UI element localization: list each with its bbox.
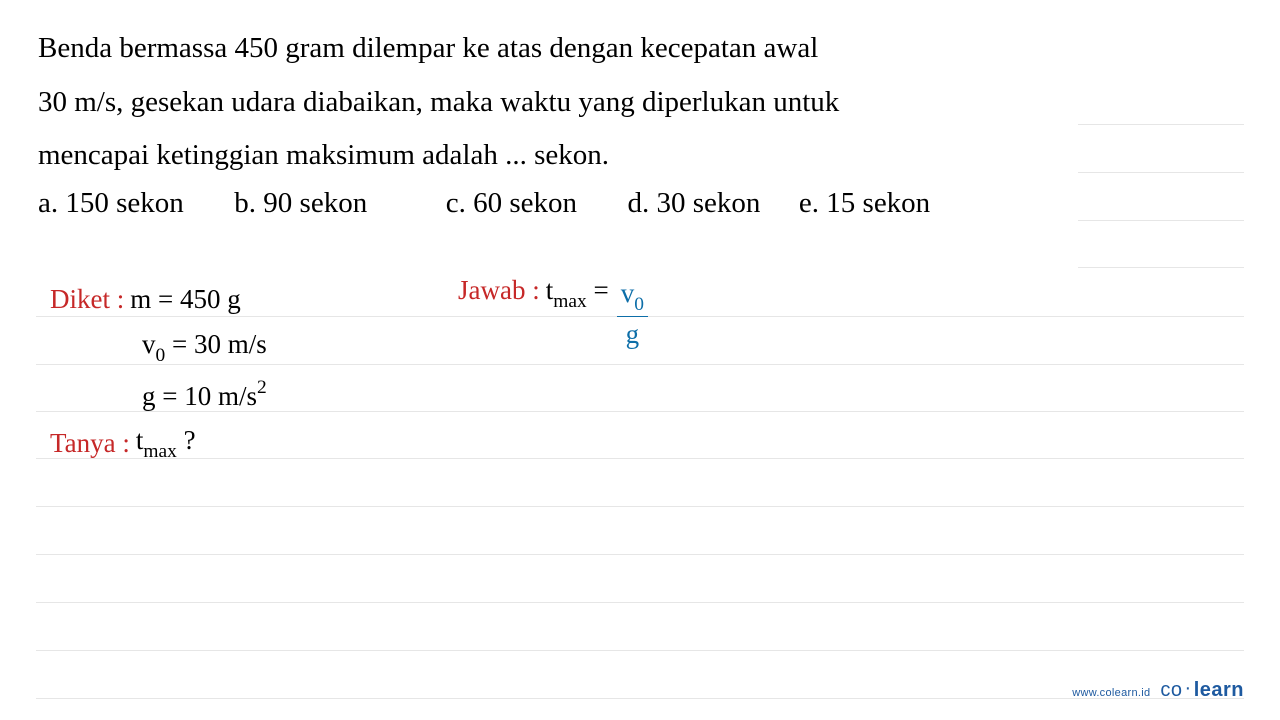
jawab-label: Jawab :: [458, 275, 540, 306]
question-line-3: mencapai ketinggian maksimum adalah ... …: [38, 129, 1240, 183]
brand-learn: learn: [1194, 679, 1244, 701]
footer-url: www.colearn.id: [1072, 687, 1150, 699]
solution-area: Diket : m = 450 g Jawab : tmax = v0 g: [38, 275, 1244, 467]
page-root: Benda bermassa 450 gram dilempar ke atas…: [0, 0, 1280, 720]
option-c: c. 60 sekon: [446, 187, 577, 220]
answer-options: a. 150 sekon b. 90 sekon c. 60 sekon d. …: [38, 187, 1240, 220]
tanya-label: Tanya :: [50, 428, 130, 459]
footer-branding: www.colearn.id co·learn: [1072, 679, 1244, 702]
tanya-t-sub: max: [143, 441, 176, 462]
option-b: b. 90 sekon: [234, 187, 367, 220]
jawab-t-sub: max: [553, 291, 586, 312]
diket-m-value: m = 450 g: [130, 284, 240, 315]
v0-prefix: v: [142, 329, 156, 359]
diket-row-m: Diket : m = 450 g Jawab : tmax = v0 g: [38, 275, 1244, 323]
diket-row-g: g = 10 m/s2: [38, 371, 1244, 419]
tanya-rest: ?: [177, 425, 196, 455]
diket-g-value: g = 10 m/s2: [142, 379, 267, 412]
option-d: d. 30 sekon: [627, 187, 760, 220]
frac-num-sub: 0: [634, 294, 644, 315]
fraction-numerator: v0: [617, 279, 648, 317]
jawab-tmax: tmax =: [546, 275, 609, 311]
jawab-eq: =: [587, 275, 609, 305]
g-sup: 2: [257, 377, 267, 398]
diket-row-v0: v0 = 30 m/s: [38, 323, 1244, 371]
option-a: a. 150 sekon: [38, 187, 184, 220]
question-line-1: Benda bermassa 450 gram dilempar ke atas…: [38, 22, 1240, 76]
v0-sub: 0: [156, 345, 166, 366]
footer-brand: co·learn: [1160, 679, 1244, 702]
option-e: e. 15 sekon: [799, 187, 930, 220]
question-line-2: 30 m/s, gesekan udara diabaikan, maka wa…: [38, 76, 1240, 130]
question-block: Benda bermassa 450 gram dilempar ke atas…: [38, 22, 1240, 220]
v0-rest: = 30 m/s: [165, 329, 267, 359]
diket-v0-value: v0 = 30 m/s: [142, 329, 267, 365]
tanya-row: Tanya : tmax ?: [38, 419, 1244, 467]
diket-label: Diket :: [50, 284, 124, 315]
tanya-tmax: tmax ?: [136, 425, 196, 461]
g-prefix: g = 10 m/s: [142, 381, 257, 411]
brand-dot-icon: ·: [1183, 677, 1194, 699]
brand-co: co: [1160, 679, 1182, 701]
frac-num-v: v: [621, 278, 635, 308]
